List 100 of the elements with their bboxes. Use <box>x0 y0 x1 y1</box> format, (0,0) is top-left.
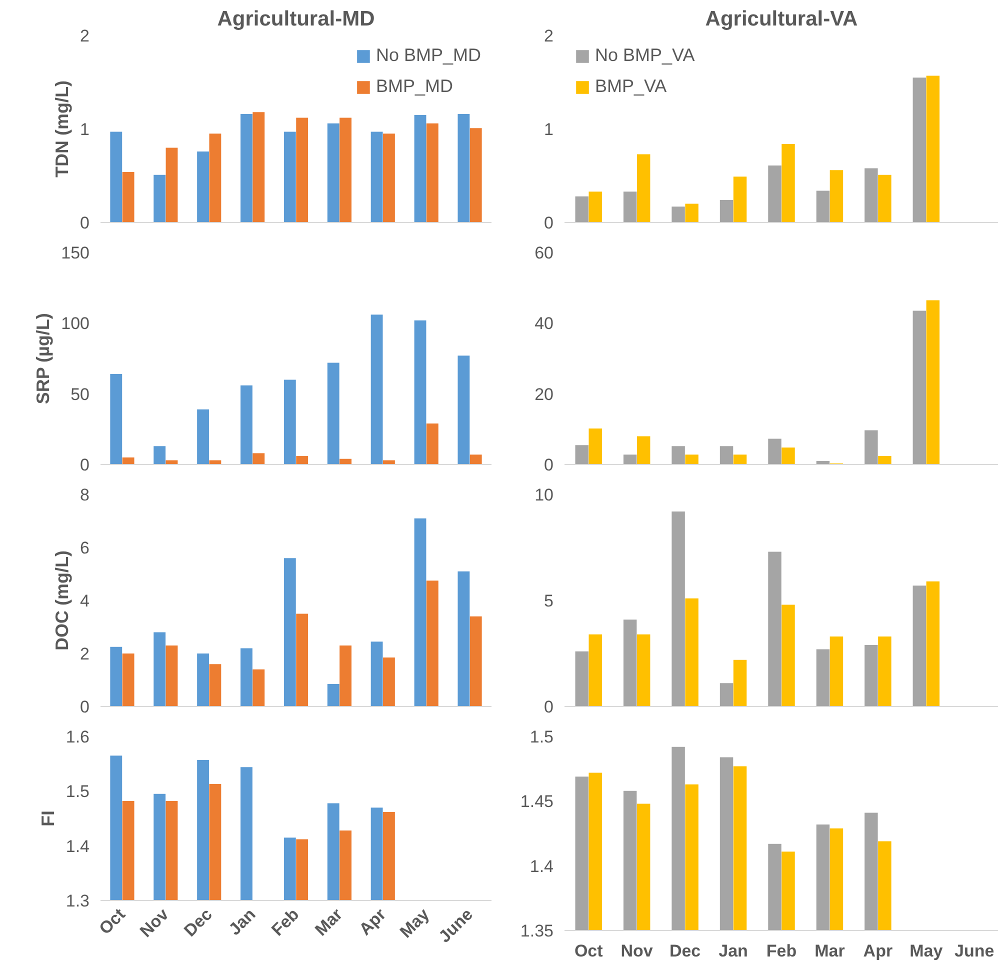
bar <box>470 128 482 222</box>
y-tick-label: 2 <box>544 26 554 46</box>
bar <box>458 356 470 464</box>
bar <box>296 456 308 464</box>
bar <box>383 657 395 706</box>
y-tick-label: 1.4 <box>530 856 554 876</box>
bar <box>830 636 844 706</box>
bar <box>154 446 166 464</box>
bar <box>912 586 926 706</box>
bar <box>672 206 685 222</box>
bar <box>414 114 426 222</box>
bar <box>575 445 588 464</box>
y-tick-label: 8 <box>80 486 90 504</box>
bar <box>720 200 734 222</box>
bar <box>685 598 698 706</box>
bar <box>370 314 383 464</box>
bar <box>575 196 588 222</box>
legend-label: No BMP_VA <box>595 45 695 66</box>
x-tick-label: Apr <box>863 942 893 960</box>
bar <box>122 457 134 464</box>
bar <box>240 385 252 464</box>
bar <box>864 430 878 464</box>
y-tick-label: 1.5 <box>66 782 90 802</box>
bar <box>296 118 308 222</box>
bar <box>768 438 782 464</box>
x-tick-label: Dec <box>180 904 216 940</box>
y-tick-label: 1.3 <box>66 892 90 910</box>
bar <box>252 669 265 706</box>
bar <box>623 192 637 222</box>
bar <box>470 616 482 706</box>
bar <box>340 646 352 706</box>
y-tick-label: 1.35 <box>520 922 554 940</box>
y-tick-label: 150 <box>61 244 90 262</box>
bar <box>926 581 940 706</box>
bar <box>588 428 602 464</box>
bar <box>878 174 892 222</box>
y-tick-label: 0 <box>80 698 90 716</box>
bar <box>782 144 795 222</box>
y-tick-label: 0 <box>80 214 90 232</box>
y-axis-title: SRP (µg/L) <box>33 313 54 404</box>
y-tick-label: 2 <box>80 644 90 664</box>
y-tick-label: 40 <box>534 314 554 334</box>
y-tick-label: 1.4 <box>66 836 90 856</box>
bar <box>209 664 222 706</box>
bar <box>166 646 178 706</box>
bar <box>588 192 602 222</box>
y-tick-label: 5 <box>544 592 554 610</box>
x-tick-label: Oct <box>574 942 604 960</box>
bar <box>733 660 747 706</box>
bar <box>327 123 340 222</box>
legend-label: BMP_MD <box>376 76 453 97</box>
y-tick-label: 6 <box>80 538 90 558</box>
bar <box>340 118 352 222</box>
bar <box>414 518 426 706</box>
x-tick-label: Nov <box>136 904 173 941</box>
x-tick-label: May <box>910 942 944 960</box>
bar <box>878 636 892 706</box>
bar <box>733 454 747 464</box>
y-tick-label: 1.6 <box>66 728 90 746</box>
bar <box>720 446 734 464</box>
bar <box>623 454 637 464</box>
y-tick-label: 0 <box>80 456 90 474</box>
bar <box>575 651 588 706</box>
y-tick-label: 1.5 <box>530 728 554 746</box>
bar <box>672 446 685 464</box>
bar <box>623 620 637 706</box>
bar <box>284 380 296 464</box>
bar <box>383 134 395 222</box>
x-tick-label: Nov <box>620 942 654 960</box>
y-tick-label: 50 <box>70 384 90 404</box>
bar <box>110 646 122 706</box>
bar <box>284 558 296 706</box>
bar <box>426 424 438 464</box>
y-tick-label: 1.45 <box>520 792 554 812</box>
bar <box>768 165 782 222</box>
bar <box>166 148 178 222</box>
bar <box>816 190 830 222</box>
bar <box>636 436 650 464</box>
x-tick-label: Oct <box>95 904 130 938</box>
bar <box>636 154 650 222</box>
bar <box>426 123 438 222</box>
chart-title: Agricultural-MD <box>217 8 375 30</box>
bar <box>110 374 122 464</box>
bar <box>458 571 470 706</box>
bar <box>122 654 134 706</box>
x-tick-label: Jan <box>225 904 260 939</box>
bar <box>327 684 340 706</box>
x-tick-label: Mar <box>311 904 346 940</box>
bar <box>830 170 844 222</box>
bar <box>240 648 252 706</box>
bar <box>197 409 209 464</box>
bar <box>685 454 698 464</box>
bar <box>912 78 926 222</box>
bar <box>414 320 426 464</box>
bar <box>458 114 470 222</box>
bar <box>685 204 698 222</box>
y-tick-label: 0 <box>544 214 554 232</box>
bar <box>864 645 878 706</box>
x-tick-label: Feb <box>268 904 303 940</box>
bar <box>197 151 209 222</box>
